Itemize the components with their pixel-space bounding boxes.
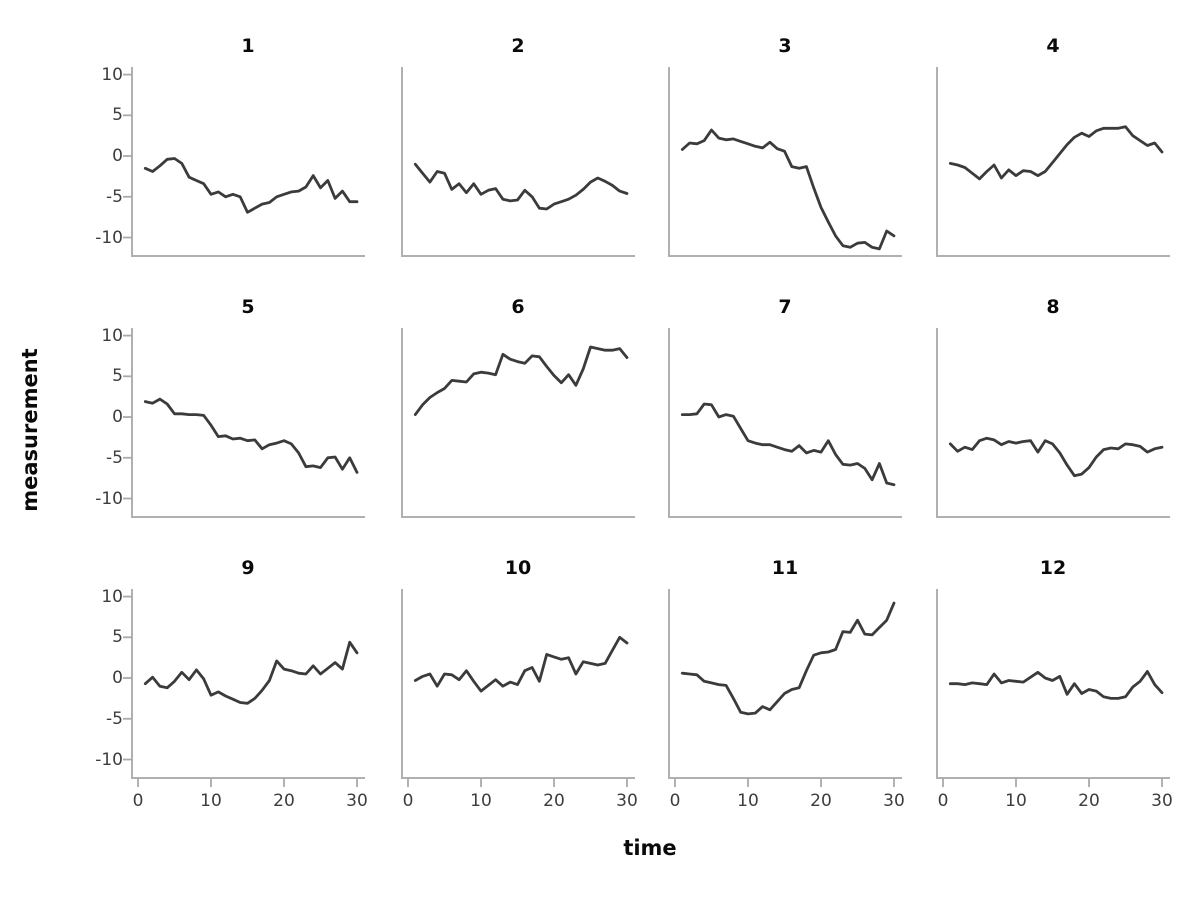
panel-plot-area	[123, 67, 365, 257]
x-tick-label: 30	[346, 791, 368, 811]
panel-plot-area	[123, 328, 365, 518]
x-tick-label: 10	[200, 791, 222, 811]
facet-panel-4: 4	[936, 35, 1170, 257]
y-tick-label: -10	[95, 488, 123, 509]
panel-title: 3	[778, 35, 792, 57]
x-tick-label: 0	[669, 791, 681, 811]
x-tick-label: 10	[470, 791, 492, 811]
y-tick-label: 0	[112, 146, 123, 167]
facet-panel-12: 12 0 10 20 30	[936, 557, 1173, 811]
x-tick-label: 10	[737, 791, 759, 811]
facet-panel-10: 10 0 10 20 30	[401, 557, 638, 811]
y-tick-label: -5	[106, 186, 123, 207]
series-line	[413, 345, 629, 416]
x-tick-label: 20	[273, 791, 295, 811]
panel-title: 4	[1046, 35, 1060, 57]
series-line	[143, 157, 359, 214]
x-axis-label: time	[623, 836, 677, 860]
x-tick-label: 0	[402, 791, 414, 811]
panel-plot-area	[668, 589, 902, 787]
panel-title: 8	[1046, 296, 1060, 318]
panel-title: 11	[771, 557, 799, 579]
series-line	[413, 635, 629, 693]
series-line	[143, 397, 359, 474]
x-tick-label: 20	[810, 791, 832, 811]
panel-title: 2	[511, 35, 525, 57]
x-tick-label: 30	[1151, 791, 1173, 811]
y-tick-label: 5	[112, 366, 123, 387]
panel-plot-area	[401, 589, 635, 787]
panel-title: 12	[1039, 557, 1067, 579]
series-line	[680, 601, 896, 716]
y-tick-label: -5	[106, 447, 123, 468]
y-tick-label: 5	[112, 627, 123, 648]
x-tick-label: 20	[543, 791, 565, 811]
facet-panel-3: 3	[668, 35, 902, 257]
facet-panel-2: 2	[401, 35, 635, 257]
facet-panel-8: 8	[936, 296, 1170, 518]
panel-plot-area	[401, 328, 635, 518]
y-tick-label: 10	[101, 586, 123, 607]
panel-title: 5	[241, 296, 255, 318]
series-line	[143, 640, 359, 705]
panel-plot-area	[936, 589, 1170, 787]
y-tick-label: -5	[106, 708, 123, 729]
y-axis-label: measurement	[18, 348, 42, 512]
y-tick-label: 5	[112, 105, 123, 126]
series-line	[948, 670, 1164, 700]
panel-title: 9	[241, 557, 255, 579]
panel-plot-area	[936, 328, 1170, 518]
y-tick-label: -10	[95, 227, 123, 248]
panel-plot-area	[123, 589, 365, 787]
x-tick-label: 0	[937, 791, 949, 811]
panel-title: 1	[241, 35, 255, 57]
y-tick-label: 0	[112, 407, 123, 428]
x-tick-label: 30	[616, 791, 638, 811]
panel-plot-area	[936, 67, 1170, 257]
y-tick-label: 10	[101, 325, 123, 346]
panel-plot-area	[668, 67, 902, 257]
series-line	[948, 125, 1164, 181]
y-tick-label: 0	[112, 668, 123, 689]
facet-panel-9: 9 10 5 0 -5 -10 0 10 20 30	[95, 557, 368, 811]
y-tick-label: 10	[101, 64, 123, 85]
series-line	[948, 436, 1164, 478]
x-tick-label: 0	[132, 791, 144, 811]
facet-panel-5: 5 10 5 0 -5 -10	[95, 296, 365, 518]
x-tick-label: 20	[1078, 791, 1100, 811]
facet-panel-11: 11 0 10 20 30	[668, 557, 905, 811]
series-line	[680, 128, 896, 251]
panel-title: 6	[511, 296, 525, 318]
panel-title: 10	[504, 557, 532, 579]
facet-panel-6: 6	[401, 296, 635, 518]
series-line	[413, 162, 629, 211]
panel-plot-area	[401, 67, 635, 257]
panel-title: 7	[778, 296, 792, 318]
series-line	[680, 402, 896, 487]
facet-panel-7: 7	[668, 296, 902, 518]
y-tick-label: -10	[95, 749, 123, 770]
x-tick-label: 30	[883, 791, 905, 811]
facet-panel-1: 1 10 5 0 -5 -10	[95, 35, 365, 257]
panel-plot-area	[668, 328, 902, 518]
x-tick-label: 10	[1005, 791, 1027, 811]
